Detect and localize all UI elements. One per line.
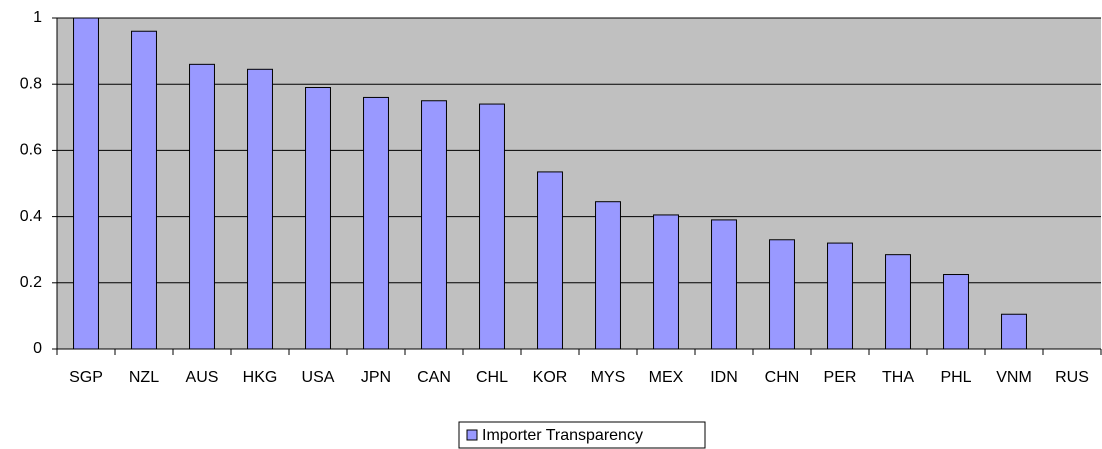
bar <box>247 68 273 350</box>
bar <box>1001 313 1027 350</box>
y-tick-label: 0 <box>33 340 42 357</box>
x-tick-label: CAN <box>417 369 451 386</box>
bar <box>885 254 911 350</box>
bar <box>653 214 679 350</box>
x-tick-label: THA <box>882 369 914 386</box>
x-tick-label: CHL <box>476 369 508 386</box>
bar <box>363 96 389 350</box>
x-tick-label: NZL <box>129 369 159 386</box>
y-tick-label: 0.4 <box>20 208 42 225</box>
legend-label: Importer Transparency <box>482 427 643 444</box>
bar <box>479 103 505 350</box>
x-tick-label: CHN <box>765 369 800 386</box>
bar <box>827 242 853 350</box>
x-tick-label: MEX <box>649 369 684 386</box>
x-tick-label: RUS <box>1055 369 1089 386</box>
bar <box>305 87 331 350</box>
bar <box>595 201 621 350</box>
legend-box <box>458 421 706 449</box>
x-tick-label: HKG <box>243 369 278 386</box>
x-tick-label: AUS <box>186 369 219 386</box>
bar <box>189 63 215 350</box>
x-tick-label: KOR <box>533 369 568 386</box>
bar <box>73 17 99 350</box>
bar <box>421 100 447 350</box>
legend-swatch <box>466 429 478 441</box>
bar <box>131 30 157 350</box>
x-tick-label: IDN <box>710 369 738 386</box>
plot-area <box>57 18 1101 349</box>
bar <box>537 171 563 350</box>
x-tick-label: PHL <box>940 369 971 386</box>
x-tick-label: JPN <box>361 369 391 386</box>
y-tick-label: 0.6 <box>20 142 42 159</box>
y-tick-label: 0.8 <box>20 75 42 92</box>
x-tick-label: USA <box>302 369 335 386</box>
x-tick-label: VNM <box>996 369 1032 386</box>
bar <box>711 219 737 350</box>
x-tick-label: SGP <box>69 369 103 386</box>
y-tick-label: 1 <box>33 9 42 26</box>
y-tick-label: 0.2 <box>20 274 42 291</box>
x-tick-label: PER <box>824 369 857 386</box>
x-tick-label: MYS <box>591 369 626 386</box>
bar <box>943 274 969 350</box>
bar <box>769 239 795 350</box>
